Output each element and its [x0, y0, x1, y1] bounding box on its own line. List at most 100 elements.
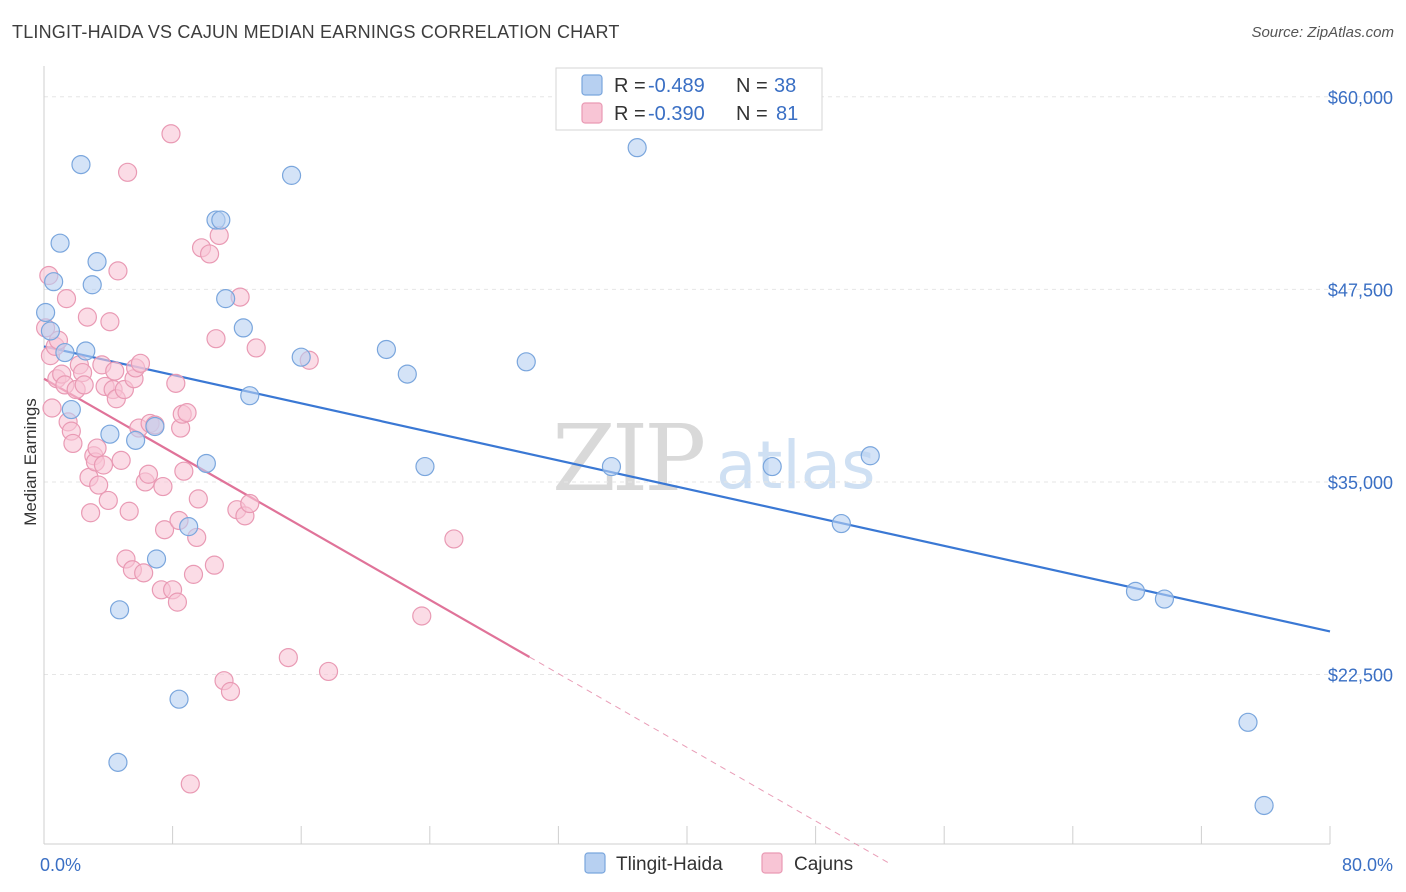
point-cajuns-45 — [138, 464, 159, 484]
point-tlingit-haida-3 — [50, 233, 70, 253]
y-axis-label: Median Earnings — [21, 398, 40, 526]
point-cajuns-37 — [119, 501, 139, 521]
x-tick-label-max: 80.0% — [1342, 855, 1393, 875]
point-cajuns-32 — [108, 261, 128, 281]
trend-line-cajuns — [43, 377, 531, 658]
watermark-atlas: atlas — [716, 427, 876, 504]
point-cajuns-60 — [180, 774, 200, 794]
point-cajuns-67 — [206, 329, 226, 349]
point-tlingit-haida-37 — [1238, 712, 1258, 732]
point-tlingit-haida-38 — [1254, 795, 1274, 816]
point-tlingit-haida-4 — [55, 342, 75, 363]
point-tlingit-haida-14 — [145, 416, 165, 437]
point-tlingit-haida-7 — [76, 341, 96, 361]
series-legend: Tlingit-Haida Cajuns — [584, 852, 853, 875]
series-legend-swatch-tlingit-haida — [584, 852, 606, 874]
point-cajuns-61 — [183, 564, 204, 584]
point-cajuns-16 — [74, 375, 94, 395]
point-tlingit-haida-12 — [109, 600, 130, 620]
point-tlingit-haida-20 — [211, 210, 231, 230]
y-tick-label-3: $22,500 — [1328, 666, 1393, 686]
point-cajuns-65 — [199, 244, 220, 264]
point-cajuns-36 — [117, 162, 138, 182]
point-tlingit-haida-11 — [108, 752, 128, 772]
point-cajuns-33 — [111, 450, 131, 470]
legend-r-value-tlingit-haida: -0.489 — [648, 75, 705, 97]
point-cajuns-25 — [93, 455, 114, 475]
point-cajuns-12 — [63, 433, 83, 454]
point-tlingit-haida-26 — [376, 339, 396, 360]
y-tick-label-1: $47,500 — [1328, 280, 1393, 300]
point-cajuns-54 — [167, 592, 188, 612]
point-tlingit-haida-24 — [281, 165, 302, 185]
series-legend-label-tlingit-haida: Tlingit-Haida — [616, 854, 723, 875]
watermark-zip: ZIP — [552, 405, 703, 512]
legend-n-label-tlingit-haida: N = — [736, 75, 768, 97]
legend-n-label-cajuns: N = — [736, 103, 768, 125]
legend-r-label-tlingit-haida: R = — [614, 75, 646, 97]
point-cajuns-75 — [246, 338, 266, 358]
point-tlingit-haida-22 — [233, 318, 253, 338]
legend-swatch-cajuns — [581, 102, 603, 124]
point-tlingit-haida-16 — [169, 689, 189, 709]
axes — [43, 66, 1331, 845]
point-tlingit-haida-23 — [240, 386, 260, 406]
point-tlingit-haida-2 — [44, 272, 64, 292]
series-legend-label-cajuns: Cajuns — [794, 854, 853, 875]
point-cajuns-30 — [105, 361, 125, 381]
point-tlingit-haida-6 — [71, 154, 91, 175]
y-tick-label-0: $60,000 — [1328, 88, 1393, 108]
point-tlingit-haida-30 — [601, 456, 622, 477]
point-tlingit-haida-28 — [415, 456, 435, 477]
point-cajuns-59 — [177, 403, 197, 423]
point-tlingit-haida-36 — [1154, 589, 1175, 609]
point-cajuns-74 — [240, 493, 260, 514]
point-tlingit-haida-21 — [216, 289, 236, 309]
y-tick-label-2: $35,000 — [1328, 473, 1393, 493]
stats-legend: R = -0.489 N = 38 R = -0.390 N = 81 — [555, 67, 823, 131]
legend-n-value-cajuns: 81 — [776, 103, 798, 125]
point-tlingit-haida-9 — [87, 252, 107, 272]
watermark: ZIP atlas — [552, 405, 876, 512]
point-cajuns-43 — [134, 563, 154, 583]
legend-n-value-tlingit-haida: 38 — [774, 75, 796, 97]
point-cajuns-17 — [77, 307, 98, 327]
point-tlingit-haida-15 — [146, 549, 167, 569]
point-cajuns-49 — [153, 476, 173, 497]
x-tick-label-min: 0.0% — [40, 855, 81, 875]
point-tlingit-haida-10 — [100, 424, 120, 444]
point-tlingit-haida-35 — [1125, 581, 1146, 601]
point-tlingit-haida-18 — [196, 453, 216, 474]
point-tlingit-haida-5 — [61, 399, 81, 420]
gridlines — [44, 96, 1392, 676]
point-tlingit-haida-17 — [179, 517, 199, 537]
point-cajuns-50 — [154, 520, 175, 540]
point-cajuns-80 — [444, 529, 464, 549]
point-cajuns-51 — [161, 124, 181, 144]
tick-labels: $60,000 $47,500 $35,000 $22,500 0.0% 80.0% — [40, 88, 1393, 875]
point-cajuns-28 — [100, 312, 120, 332]
point-cajuns-63 — [188, 489, 208, 509]
point-cajuns-19 — [81, 503, 101, 523]
point-cajuns-76 — [278, 647, 298, 668]
point-cajuns-79 — [412, 606, 432, 626]
point-tlingit-haida-32 — [762, 456, 782, 477]
chart-source: Source: ZipAtlas.com — [1251, 24, 1394, 41]
point-cajuns-53 — [166, 373, 186, 393]
legend-swatch-tlingit-haida — [581, 74, 603, 96]
legend-r-label-cajuns: R = — [614, 103, 646, 125]
chart-title: TLINGIT-HAIDA VS CAJUN MEDIAN EARNINGS C… — [12, 22, 620, 42]
point-cajuns-42 — [130, 353, 151, 373]
point-cajuns-23 — [89, 475, 109, 495]
point-tlingit-haida-33 — [831, 513, 851, 534]
legend-r-value-cajuns: -0.390 — [648, 103, 705, 125]
point-cajuns-22 — [87, 438, 107, 458]
point-tlingit-haida-34 — [860, 446, 880, 466]
point-cajuns-10 — [56, 289, 77, 309]
point-tlingit-haida-29 — [516, 352, 536, 372]
point-tlingit-haida-8 — [82, 275, 102, 295]
point-tlingit-haida-25 — [291, 347, 311, 367]
point-tlingit-haida-31 — [627, 138, 647, 158]
point-cajuns-70 — [220, 681, 241, 702]
